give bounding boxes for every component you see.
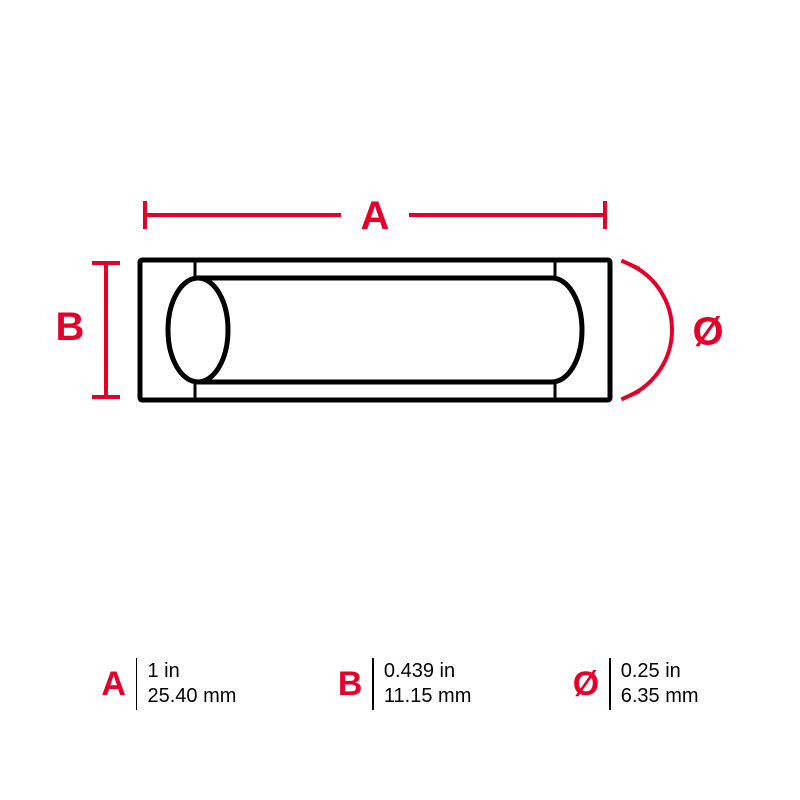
legend-letter: A xyxy=(101,665,136,704)
dim-b-label: B xyxy=(56,305,85,349)
cylinder-dimension-diagram: A B Ø xyxy=(0,0,800,600)
legend-values: 1 in 25.40 mm xyxy=(147,659,236,709)
legend-imperial: 0.25 in xyxy=(621,659,699,684)
legend-item-a: A 1 in 25.40 mm xyxy=(101,658,236,710)
legend-values: 0.25 in 6.35 mm xyxy=(621,659,699,709)
dim-a-label: A xyxy=(361,194,390,238)
cylinder-body-fill xyxy=(198,278,552,382)
legend-letter: B xyxy=(338,665,373,704)
legend-divider xyxy=(609,658,611,710)
dimensions-legend: A 1 in 25.40 mm B 0.439 in 11.15 mm Ø 0.… xyxy=(0,658,800,710)
cylinder-right-cap xyxy=(552,278,582,382)
dim-diameter-arc xyxy=(630,265,672,396)
legend-metric: 6.35 mm xyxy=(621,684,699,709)
legend-imperial: 0.439 in xyxy=(384,659,471,684)
dim-diameter-label: Ø xyxy=(692,310,723,354)
cylinder-left-cap xyxy=(168,278,228,382)
legend-item-b: B 0.439 in 11.15 mm xyxy=(338,658,472,710)
legend-imperial: 1 in xyxy=(147,659,236,684)
legend-divider xyxy=(372,658,374,710)
legend-metric: 11.15 mm xyxy=(384,684,471,709)
dim-diameter-tick xyxy=(621,261,639,269)
diagram-canvas: A B Ø A 1 in 25.40 mm B 0.439 in 11.15 mm … xyxy=(0,0,800,800)
legend-item-diameter: Ø 0.25 in 6.35 mm xyxy=(573,658,699,710)
legend-values: 0.439 in 11.15 mm xyxy=(384,659,471,709)
legend-metric: 25.40 mm xyxy=(147,684,236,709)
legend-letter: Ø xyxy=(573,665,609,704)
dim-diameter-tick xyxy=(621,391,639,399)
legend-divider xyxy=(136,658,138,710)
